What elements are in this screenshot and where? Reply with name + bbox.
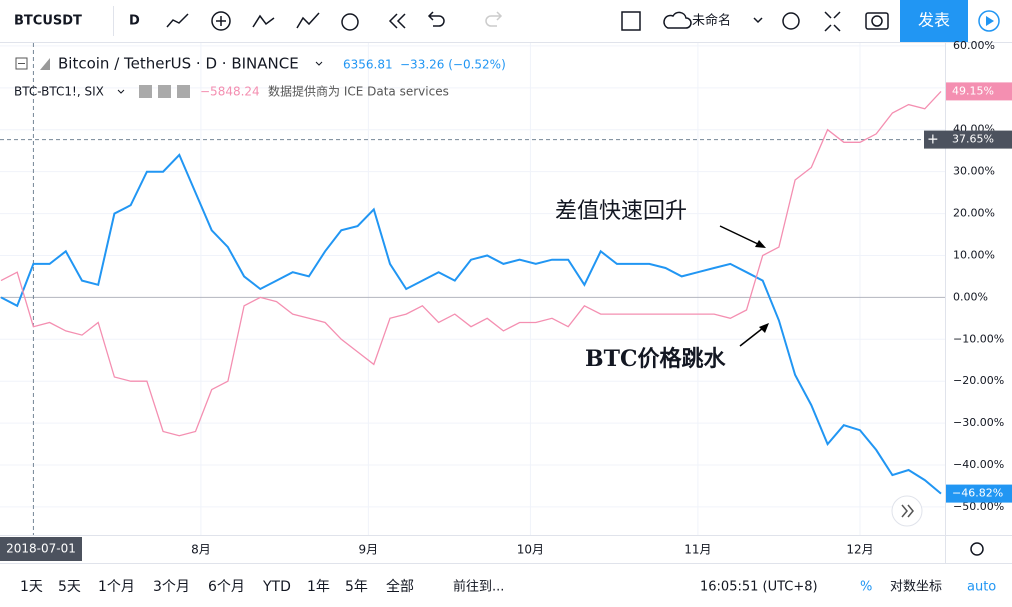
y-tick-label: 10.00% <box>953 248 995 261</box>
last-price: 6356.81 <box>343 58 393 72</box>
y-tick-label: 20.00% <box>953 207 995 220</box>
settings-icon[interactable] <box>158 85 171 98</box>
symbol-logo <box>40 58 50 70</box>
templates-icon[interactable] <box>296 12 320 29</box>
settings-icon[interactable] <box>782 12 800 30</box>
main-series-title: Bitcoin / TetherUS · D · BINANCE <box>58 55 299 73</box>
annotation: 差值快速回升 <box>555 199 687 224</box>
range-button[interactable]: 1年 <box>307 579 330 595</box>
range-button[interactable]: 3个月 <box>153 579 190 595</box>
range-button[interactable]: 5天 <box>58 579 81 595</box>
x-tick-label: 12月 <box>846 543 873 557</box>
crosshair-price-box <box>924 130 1012 149</box>
snapshot-icon[interactable] <box>865 12 889 30</box>
y-tick-label: −20.00% <box>953 374 1004 387</box>
annotation-arrow <box>719 225 761 246</box>
publish-label: 发表 <box>918 11 950 30</box>
layout-name[interactable]: 未命名 <box>692 13 731 29</box>
y-tick-label: 0.00% <box>953 290 988 303</box>
arrow-head <box>759 323 769 333</box>
play-icon[interactable] <box>978 10 1000 32</box>
compare-icon[interactable] <box>252 14 275 28</box>
remove-icon[interactable] <box>177 85 190 98</box>
cloud-icon <box>663 11 692 29</box>
auto-toggle[interactable]: auto <box>967 580 996 595</box>
crosshair-price-label: 37.65% <box>952 133 994 146</box>
x-tick-label: 9月 <box>359 543 379 557</box>
x-tick-label: 10月 <box>517 543 544 557</box>
x-tick-label: 11月 <box>684 543 711 557</box>
x-tick-label: 8月 <box>191 543 211 557</box>
y-tick-label: −30.00% <box>953 416 1004 429</box>
chevron <box>315 61 323 66</box>
legend: Bitcoin / TetherUS · D · BINANCE 6356.81… <box>14 55 506 99</box>
chart-type-icon[interactable] <box>166 13 189 28</box>
percent-toggle[interactable]: % <box>860 580 872 595</box>
bottom-bar: 前往到... 16:05:51 (UTC+8) % 对数坐标 auto 1天 5天… <box>20 578 996 595</box>
compare-title: BTC-BTC1!, SIX <box>14 85 104 99</box>
price-change: −33.26 (−0.52%) <box>400 58 506 72</box>
annotation: BTC价格跳水 <box>585 346 726 372</box>
last-value-box <box>946 82 1012 101</box>
clock: 16:05:51 (UTC+8) <box>700 580 818 595</box>
goto-date[interactable]: 前往到... <box>453 579 504 595</box>
replay-icon[interactable] <box>388 13 406 29</box>
y-tick-label: −50.00% <box>953 500 1004 513</box>
fullscreen-icon[interactable] <box>824 11 841 32</box>
redo-icon[interactable] <box>485 11 503 27</box>
undo-icon[interactable] <box>427 11 445 27</box>
data-provider: 数据提供商为 ICE Data services <box>268 84 449 99</box>
scroll-icon <box>901 504 914 518</box>
last-value-box <box>946 484 1012 503</box>
range-button[interactable]: 6个月 <box>208 579 245 595</box>
y-tick-label: −10.00% <box>953 332 1004 345</box>
publish-button[interactable] <box>900 0 968 42</box>
crosshair-date-label: 2018-07-01 <box>6 542 76 556</box>
visibility-icon[interactable] <box>139 85 152 98</box>
fullscreen-box-icon[interactable] <box>621 11 641 31</box>
interval[interactable]: D <box>129 14 140 29</box>
last-value-label: 49.15% <box>952 84 994 97</box>
arrow-head <box>755 240 766 248</box>
play-triangle <box>986 16 994 26</box>
alert-icon[interactable] <box>341 13 359 31</box>
last-value-label: −46.82% <box>952 487 1003 500</box>
plus <box>216 16 226 26</box>
y-tick-label: −40.00% <box>953 458 1004 471</box>
compare-value: −5848.24 <box>200 85 260 99</box>
series-line <box>0 153 942 495</box>
range-button[interactable]: YTD <box>262 579 291 595</box>
chevron <box>753 17 763 24</box>
symbol[interactable]: BTCUSDT <box>14 14 82 29</box>
y-tick-label: 60.00% <box>953 39 995 52</box>
plot: 8月9月10月11月12月60.00%50.00%40.00%30.00%20.… <box>0 39 1004 557</box>
chevron <box>117 89 125 94</box>
annotation-arrow <box>739 327 764 347</box>
lens <box>871 15 883 27</box>
y-tick-label: 30.00% <box>953 165 995 178</box>
range-button[interactable]: 全部 <box>386 578 414 595</box>
range-button[interactable]: 1个月 <box>98 579 135 595</box>
indicator-icon[interactable] <box>211 11 231 31</box>
crosshair-plus: + <box>927 132 939 148</box>
series-line <box>0 90 942 437</box>
range-button[interactable]: 1天 <box>20 579 43 595</box>
collapse-icon[interactable] <box>15 57 28 70</box>
range-button[interactable]: 5年 <box>345 579 368 595</box>
toolbar: BTCUSDT D 未命名 发表 <box>0 0 1012 43</box>
axis-settings-icon[interactable] <box>970 542 984 556</box>
crosshair-date-box <box>0 537 82 561</box>
log-toggle[interactable]: 对数坐标 <box>890 580 942 595</box>
